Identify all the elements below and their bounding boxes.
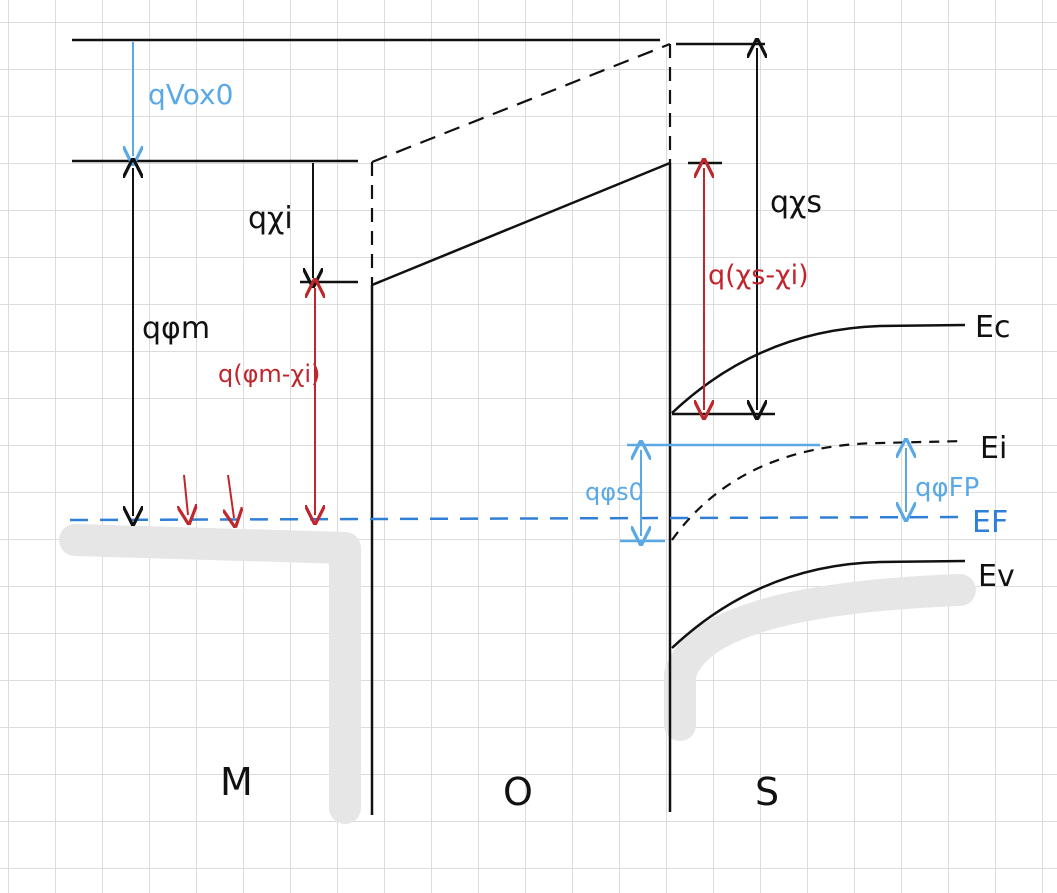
label-q-phi-s0: qφs0 — [585, 478, 644, 506]
semiconductor-highlight — [664, 574, 976, 741]
label-q-chi-i: qχi — [248, 201, 293, 236]
label-q-phi-m-minus-chi-i: q(φm-χi) — [218, 360, 320, 388]
metal-highlight — [59, 524, 361, 824]
electron-arrow-1 — [184, 474, 188, 515]
label-q-phi-fp: qφFP — [915, 473, 979, 503]
label-q-chi-s: qχs — [770, 185, 822, 220]
label-region-s: S — [755, 770, 779, 814]
label-ec: Ec — [975, 310, 1010, 345]
conduction-band-ec — [671, 323, 966, 414]
fermi-level-ef — [69, 515, 971, 522]
oxide-conduction-band — [371, 161, 671, 287]
label-ev: Ev — [978, 559, 1015, 594]
label-q-vox0: qVox0 — [148, 78, 233, 111]
label-ef: EF — [972, 505, 1008, 540]
label-ei: Ei — [980, 431, 1007, 466]
label-q-phi-m: qφm — [142, 311, 210, 346]
label-q-chi-s-minus-chi-i: q(χs-χi) — [708, 260, 809, 291]
electron-arrow-2 — [228, 474, 234, 518]
intrinsic-level-ei — [671, 439, 966, 541]
oxide-vacuum-level-dashed — [371, 42, 671, 164]
label-region-m: M — [220, 760, 253, 804]
valence-band-ev — [671, 559, 966, 649]
label-region-o: O — [503, 770, 533, 814]
